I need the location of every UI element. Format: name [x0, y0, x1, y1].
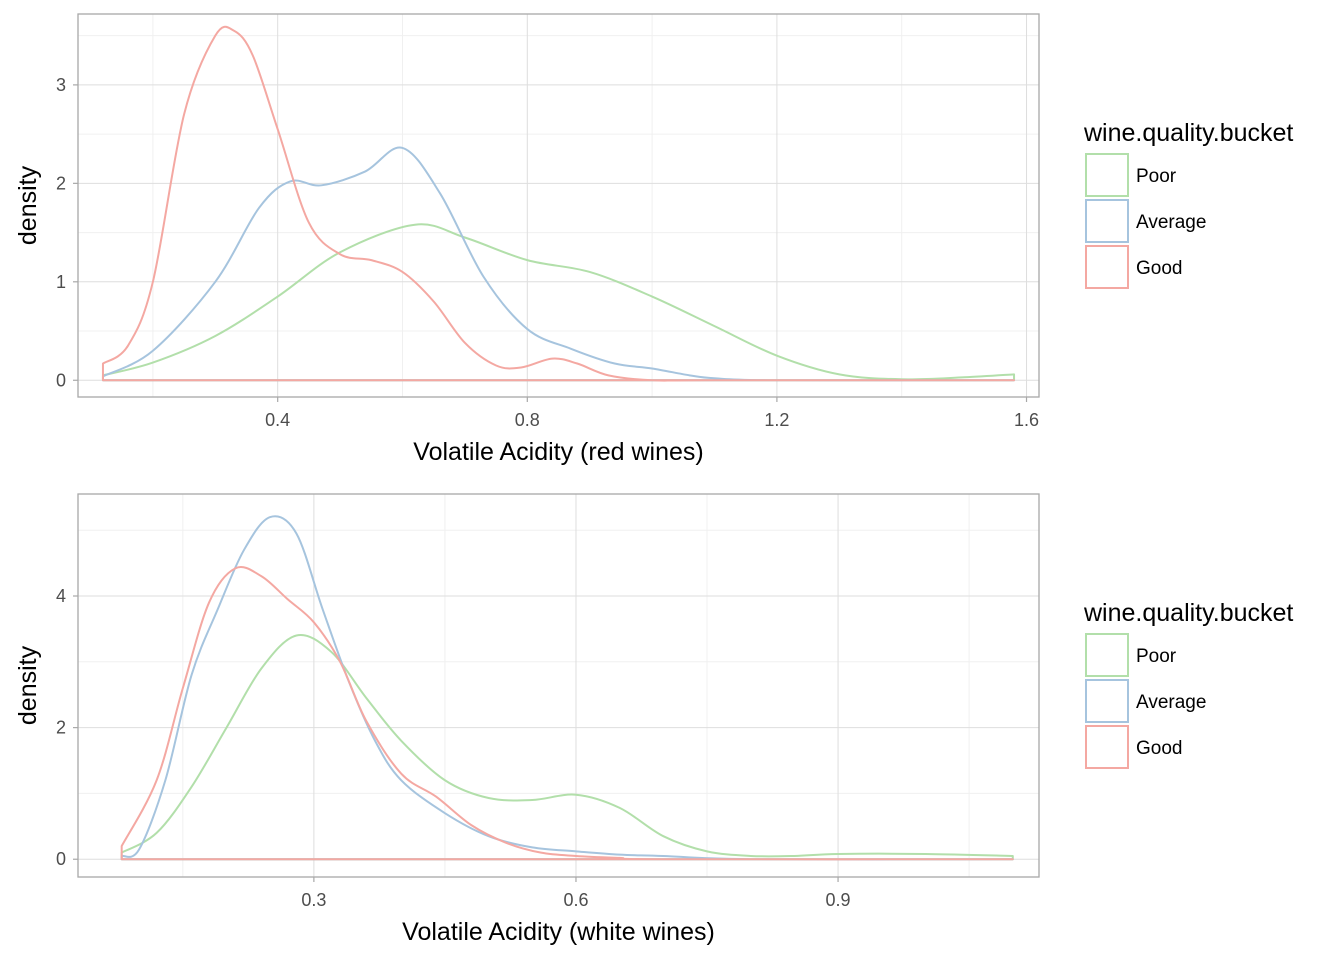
y-tick-label: 0 [56, 849, 66, 869]
series-line-good [101, 25, 1016, 382]
panel-border [77, 493, 1040, 878]
legend: wine.quality.bucket Poor Average Good [1083, 599, 1293, 769]
x-axis-title: Volatile Acidity (red wines) [413, 438, 703, 466]
x-tick-label: 0.8 [515, 410, 540, 430]
legend-key-average [1085, 679, 1129, 723]
y-tick-label: 1 [56, 272, 66, 292]
series-line-average [120, 515, 1014, 861]
legend-title: wine.quality.bucket [1083, 599, 1293, 627]
legend-key-good [1085, 245, 1129, 289]
series-line-poor [120, 633, 1014, 861]
legend-label-poor: Poor [1136, 646, 1177, 667]
series-line-poor [101, 223, 1016, 382]
legend: wine.quality.bucket Poor Average Good [1083, 119, 1293, 289]
legend-label-average: Average [1136, 212, 1206, 233]
series-line-average [101, 146, 1016, 382]
y-axis-title: density [14, 165, 42, 245]
x-tick-label: 0.4 [265, 410, 290, 430]
legend-title: wine.quality.bucket [1083, 119, 1293, 147]
y-tick-label: 4 [56, 586, 66, 606]
legend-label-good: Good [1136, 258, 1182, 279]
x-tick-label: 1.2 [764, 410, 789, 430]
x-tick-label: 1.6 [1014, 410, 1039, 430]
y-tick-label: 2 [56, 718, 66, 738]
x-tick-label: 0.9 [826, 890, 851, 910]
legend-key-good [1085, 725, 1129, 769]
panel-border [77, 13, 1040, 398]
y-tick-label: 0 [56, 370, 66, 390]
chart-panel-1: 0.4 0.8 1.2 1.6 0 1 2 3 Volatile Acidity (red wi… [14, 13, 1293, 466]
y-axis-title: density [14, 645, 42, 725]
legend-label-poor: Poor [1136, 166, 1177, 187]
legend-key-poor [1085, 633, 1129, 677]
y-tick-label: 3 [56, 75, 66, 95]
legend-key-average [1085, 199, 1129, 243]
series-line-good [120, 566, 1014, 861]
chart-panel-2: 0.3 0.6 0.9 0 2 4 Volatile Acidity (white wine… [14, 493, 1293, 946]
x-tick-label: 0.6 [563, 890, 588, 910]
legend-key-poor [1085, 153, 1129, 197]
legend-label-average: Average [1136, 692, 1206, 713]
legend-label-good: Good [1136, 738, 1182, 759]
x-tick-label: 0.3 [301, 890, 326, 910]
x-axis-title: Volatile Acidity (white wines) [402, 918, 715, 946]
y-tick-label: 2 [56, 173, 66, 193]
